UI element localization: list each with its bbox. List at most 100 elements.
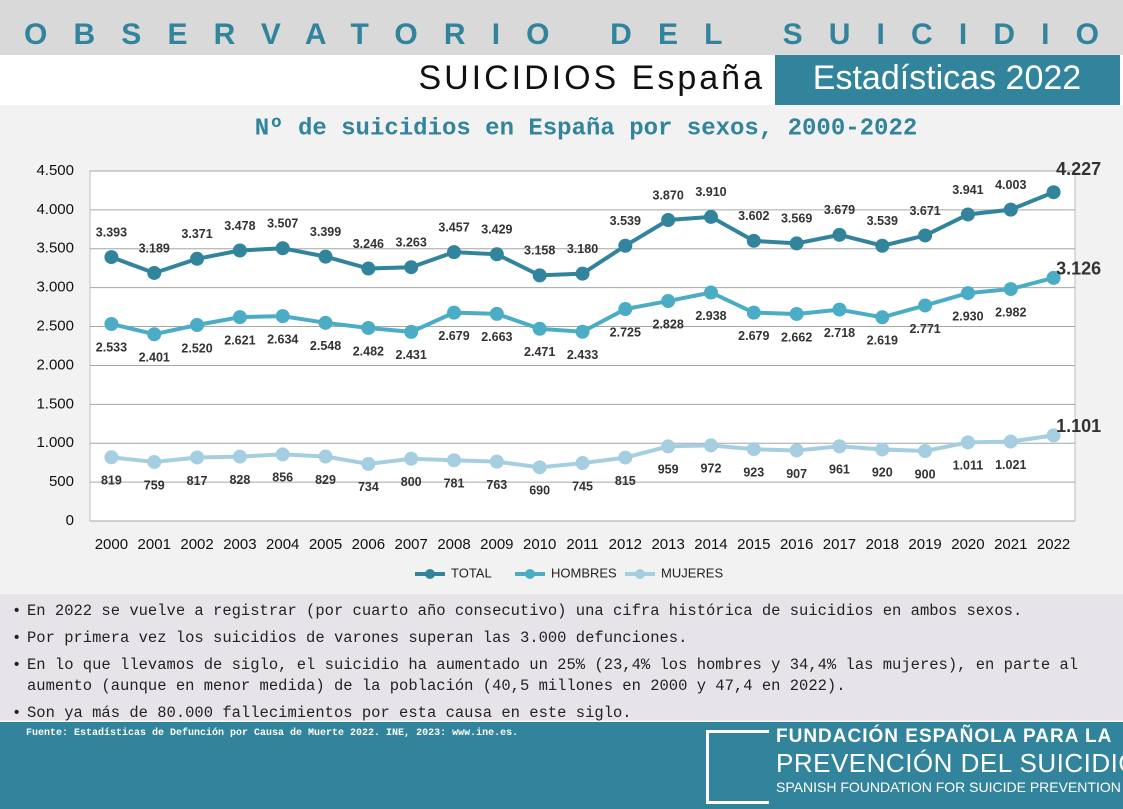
y-tick-label: 2.000 (36, 356, 74, 373)
point (147, 327, 162, 342)
point (361, 456, 376, 471)
data-label: 3.671 (909, 204, 940, 218)
data-label: 800 (401, 475, 422, 489)
data-label: 2.431 (396, 348, 427, 362)
x-tick-label: 2018 (866, 536, 899, 553)
data-label: 3.189 (139, 241, 170, 255)
point (875, 442, 890, 457)
point (232, 449, 247, 464)
point (532, 460, 547, 475)
data-label: 2.482 (353, 344, 384, 358)
point (489, 454, 504, 469)
data-label: 3.158 (524, 244, 555, 258)
y-tick-label: 500 (49, 473, 74, 490)
point (1003, 282, 1018, 297)
note: En lo que llevamos de siglo, el suicidio… (12, 655, 1111, 697)
legend-label: TOTAL (451, 565, 492, 580)
point (232, 310, 247, 325)
logo-mark (706, 730, 769, 804)
point (746, 233, 761, 248)
point (447, 453, 462, 468)
point (703, 438, 718, 453)
point (1046, 185, 1061, 200)
data-label: 815 (615, 474, 636, 488)
data-label: 763 (486, 478, 507, 492)
data-label: 907 (786, 467, 807, 481)
y-tick-label: 1.000 (36, 434, 74, 451)
data-label: 1.011 (953, 459, 984, 473)
x-tick-label: 2002 (180, 536, 213, 553)
data-label: 959 (658, 463, 679, 477)
point (318, 449, 333, 464)
y-tick-label: 3.500 (36, 240, 74, 257)
point (318, 315, 333, 330)
legend-marker (635, 569, 645, 579)
point (703, 285, 718, 300)
x-tick-label: 2006 (352, 536, 385, 553)
data-label: 690 (529, 484, 550, 498)
x-tick-label: 2010 (523, 536, 556, 553)
point (832, 302, 847, 317)
data-label: 2.771 (909, 322, 940, 336)
data-label: 3.399 (310, 225, 341, 239)
x-tick-label: 2012 (609, 536, 642, 553)
point (404, 260, 419, 275)
point (318, 249, 333, 264)
point (275, 241, 290, 256)
point (190, 251, 205, 266)
x-tick-label: 2019 (908, 536, 941, 553)
chart: OBSERVATORIO DEL SUICIDIO SUICIDIOS Espa… (0, 0, 1123, 580)
point (1046, 428, 1061, 443)
data-label: 819 (101, 474, 122, 488)
point (918, 444, 933, 458)
chart-title: Nº de suicidios en España por sexos, 200… (255, 115, 918, 142)
point (875, 310, 890, 325)
point (575, 324, 590, 339)
legend-label: HOMBRES (551, 565, 617, 580)
point (832, 439, 847, 454)
point (703, 209, 718, 224)
y-tick-label: 0 (66, 512, 74, 529)
data-label: 734 (358, 480, 379, 494)
point (618, 450, 633, 465)
data-label: 2.548 (310, 339, 341, 353)
data-label: 3.429 (481, 223, 512, 237)
point (746, 442, 761, 457)
data-label: 3.263 (396, 236, 427, 250)
point (661, 294, 676, 309)
point (532, 268, 547, 283)
data-label: 3.478 (224, 219, 255, 233)
point (532, 321, 547, 336)
point (489, 306, 504, 321)
x-tick-label: 2001 (138, 536, 171, 553)
x-tick-label: 2015 (737, 536, 770, 553)
data-label: 759 (144, 478, 165, 492)
x-tick-label: 2009 (480, 536, 513, 553)
y-tick-label: 4.000 (36, 201, 74, 218)
x-tick-label: 2013 (651, 536, 684, 553)
point (789, 236, 804, 251)
point (875, 238, 890, 253)
y-tick-label: 1.500 (36, 395, 74, 412)
x-tick-label: 2000 (95, 536, 128, 553)
x-tick-label: 2008 (437, 536, 470, 553)
data-label: 3.910 (695, 185, 726, 199)
data-label: 961 (829, 463, 850, 477)
point (575, 456, 590, 471)
point (1003, 202, 1018, 217)
data-label: 2.828 (653, 317, 684, 331)
footer: Fuente: Estadísticas de Defunción por Ca… (0, 722, 1123, 809)
data-label: 829 (315, 473, 336, 487)
point (404, 324, 419, 339)
data-label: 2.621 (224, 333, 255, 347)
point (1046, 270, 1061, 285)
data-label: 920 (872, 466, 893, 480)
data-label: 2.718 (824, 326, 855, 340)
data-label: 900 (915, 467, 936, 481)
point (661, 439, 676, 454)
data-label: 3.246 (353, 237, 384, 251)
point (918, 228, 933, 243)
point (104, 316, 119, 331)
x-tick-label: 2017 (823, 536, 856, 553)
source: Fuente: Estadísticas de Defunción por Ca… (26, 728, 519, 739)
